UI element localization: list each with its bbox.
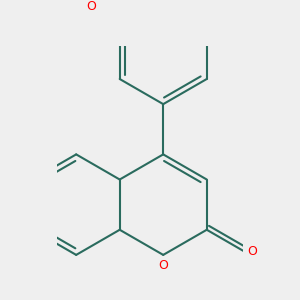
Text: O: O xyxy=(158,259,168,272)
Text: O: O xyxy=(248,245,258,258)
Text: O: O xyxy=(87,0,97,13)
